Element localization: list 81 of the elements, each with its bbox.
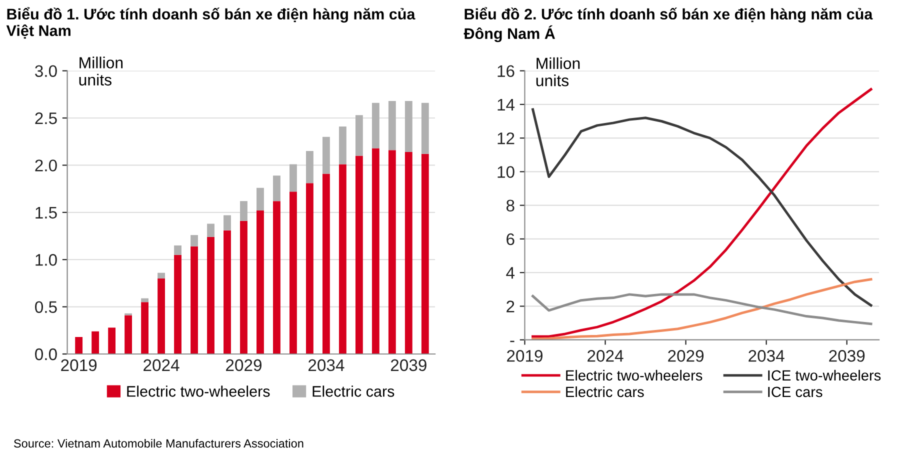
y-tick-label: 3.0 — [35, 65, 57, 78]
bar — [290, 164, 297, 192]
bar — [240, 220, 248, 354]
legend-label: Electric cars — [566, 386, 644, 398]
x-tick-label: 2034 — [748, 350, 784, 362]
y-tick-label: 14 — [498, 99, 515, 110]
bar — [158, 272, 165, 278]
x-tick-label: 2019 — [61, 359, 97, 372]
y-tick-label: 16 — [498, 65, 514, 78]
bar — [404, 101, 412, 152]
bar — [306, 183, 314, 354]
bar — [322, 136, 330, 174]
bar — [174, 245, 182, 255]
bar — [141, 298, 148, 302]
y-tick-label: 2.5 — [35, 112, 57, 124]
y-axis-title: Million units — [79, 56, 123, 86]
y-tick-label: - — [510, 340, 514, 342]
bar — [224, 230, 231, 354]
y-tick-label: 1.5 — [36, 206, 57, 219]
x-tick-label: 2039 — [390, 359, 426, 372]
bar — [372, 148, 380, 354]
bar — [256, 210, 264, 354]
y-tick-label: 4 — [506, 267, 515, 279]
bar — [338, 126, 346, 164]
bar — [421, 154, 429, 354]
y-tick-label: 2.0 — [35, 160, 57, 172]
y-tick-label: 0.5 — [35, 301, 57, 314]
line-series — [532, 278, 872, 340]
x-tick-label: 2034 — [308, 359, 344, 372]
bar — [190, 246, 198, 354]
bar — [388, 150, 396, 354]
bar — [75, 337, 83, 354]
chart-title: Biểu đồ 1. Ước tính doanh số bán xe điện hàng năm của Việt Nam — [6, 7, 416, 39]
y-tick-label: 12 — [498, 132, 514, 144]
bar — [388, 101, 396, 150]
x-tick-label: 2029 — [226, 359, 262, 372]
x-tick-label: 2019 — [507, 350, 542, 362]
bar — [273, 176, 280, 202]
bar — [256, 188, 264, 211]
bar — [273, 201, 280, 354]
bar — [355, 156, 363, 354]
y-tick-label: 1.0 — [36, 254, 57, 266]
source-note: Source: Vietnam Automobile Manufacturers Association — [14, 438, 304, 448]
bar — [141, 302, 148, 354]
y-tick-label: 10 — [498, 166, 514, 178]
bar — [372, 102, 380, 148]
bar — [108, 328, 116, 354]
legend-label: Electric two-wheelers — [127, 386, 270, 397]
bar — [158, 278, 165, 354]
bar — [240, 201, 248, 221]
legend-label: ICE cars — [768, 386, 822, 398]
y-tick-label: 0.0 — [35, 348, 57, 360]
x-tick-label: 2024 — [588, 350, 624, 362]
chart-title: Biểu đồ 2. Ước tính doanh số bán xe điện hàng năm của Đông Nam Á — [464, 7, 873, 42]
bar — [174, 254, 182, 354]
legend-label: Electric two-wheelers — [566, 370, 702, 381]
bar — [207, 224, 214, 237]
bar — [290, 192, 297, 354]
y-tick-label: 6 — [506, 233, 514, 246]
bar — [322, 174, 330, 354]
bar — [224, 215, 231, 230]
bar — [355, 115, 363, 156]
x-tick-label: 2024 — [144, 359, 180, 372]
x-tick-label: 2029 — [668, 350, 704, 362]
bar — [306, 151, 314, 184]
y-tick-label: 2 — [506, 300, 514, 312]
legend-label: Electric cars — [312, 386, 394, 397]
bar — [338, 164, 346, 354]
bar — [92, 331, 100, 354]
y-tick-label: 8 — [506, 200, 514, 212]
y-axis-title: Million units — [536, 57, 580, 86]
legend-label: ICE two-wheelers — [768, 370, 881, 381]
line-series — [532, 88, 872, 338]
bar — [207, 236, 214, 354]
line-series — [532, 108, 872, 307]
bar — [190, 235, 198, 246]
bar — [421, 102, 429, 154]
bar — [124, 315, 132, 354]
line-series — [532, 293, 872, 326]
bar — [404, 152, 412, 354]
x-tick-label: 2039 — [829, 350, 865, 362]
